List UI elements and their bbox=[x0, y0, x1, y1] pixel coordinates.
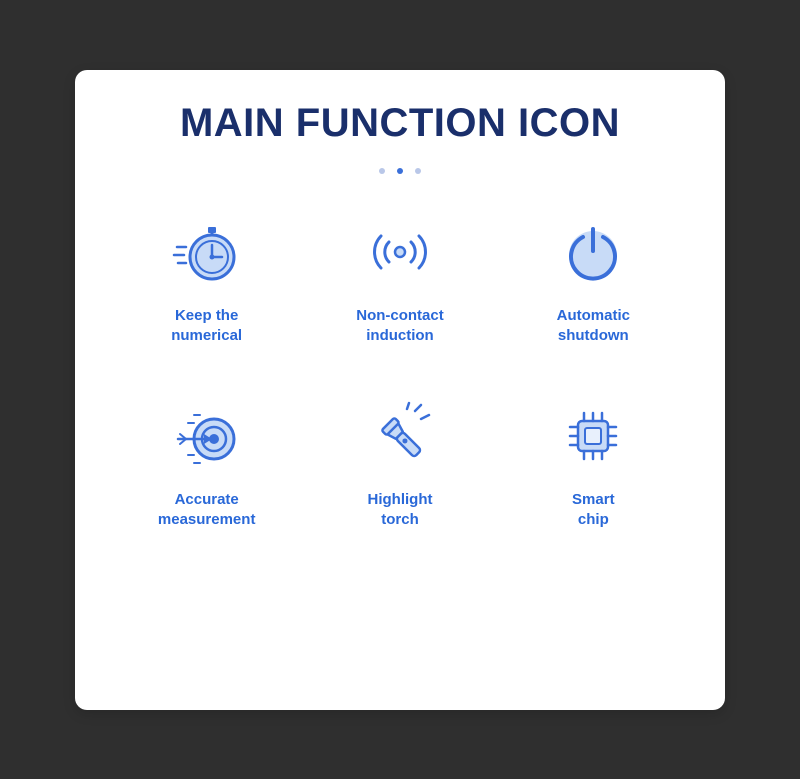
dot bbox=[397, 168, 403, 174]
dot bbox=[415, 168, 421, 174]
stopwatch-icon bbox=[167, 212, 247, 292]
feature-item: Accurate measurement bbox=[125, 396, 288, 531]
feature-label: Highlight torch bbox=[368, 490, 433, 531]
feature-item: Smart chip bbox=[512, 396, 675, 531]
feature-label: Keep the numerical bbox=[171, 306, 242, 347]
feature-item: Automatic shutdown bbox=[512, 212, 675, 347]
torch-icon bbox=[360, 396, 440, 476]
feature-label: Non-contact induction bbox=[356, 306, 444, 347]
feature-item: Keep the numerical bbox=[125, 212, 288, 347]
feature-item: Highlight torch bbox=[318, 396, 481, 531]
pagination-dots bbox=[379, 168, 421, 174]
feature-item: Non-contact induction bbox=[318, 212, 481, 347]
chip-icon bbox=[553, 396, 633, 476]
feature-label: Automatic shutdown bbox=[557, 306, 630, 347]
signal-icon bbox=[360, 212, 440, 292]
feature-label: Smart chip bbox=[572, 490, 615, 531]
target-icon bbox=[167, 396, 247, 476]
power-icon bbox=[553, 212, 633, 292]
card-title: MAIN FUNCTION ICON bbox=[180, 100, 620, 146]
icon-grid: Keep the numerical Non-contact induction bbox=[115, 212, 685, 531]
dot bbox=[379, 168, 385, 174]
feature-label: Accurate measurement bbox=[158, 490, 256, 531]
feature-card: MAIN FUNCTION ICON Kee bbox=[75, 70, 725, 710]
